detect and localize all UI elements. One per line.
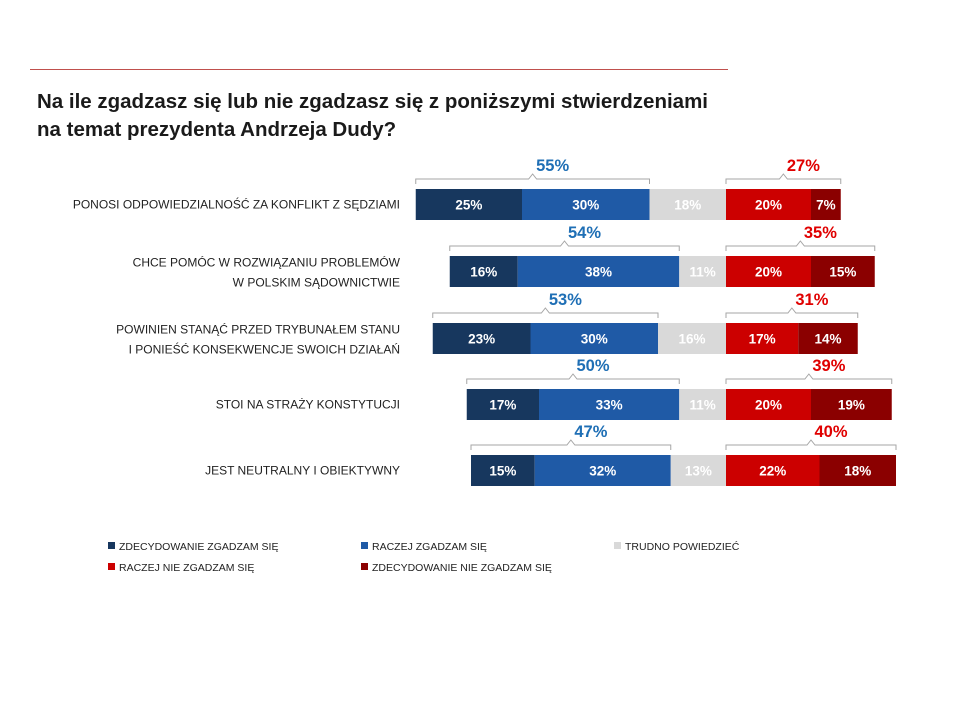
data-label: 17% xyxy=(749,332,776,347)
data-label: 20% xyxy=(755,198,782,213)
data-label: 20% xyxy=(755,265,782,280)
agree-bracket xyxy=(470,439,672,450)
bar-segment-strong_disagree xyxy=(798,323,858,354)
disagree-total-label: 39% xyxy=(812,357,845,375)
disagree-total-label: 35% xyxy=(804,224,837,242)
data-label: 16% xyxy=(678,332,705,347)
disagree-bracket xyxy=(725,307,859,318)
bar-segment-strong_disagree xyxy=(819,455,896,486)
data-label: 32% xyxy=(589,464,616,479)
data-label: 15% xyxy=(489,464,516,479)
disagree-total-label: 27% xyxy=(787,157,820,175)
bar-segment-disagree xyxy=(726,323,799,354)
bar-segment-disagree xyxy=(726,389,811,420)
bar-segment-agree xyxy=(522,189,650,220)
data-label: 30% xyxy=(572,198,599,213)
disagree-bracket xyxy=(725,240,876,251)
data-label: 22% xyxy=(759,464,786,479)
data-label: 14% xyxy=(814,332,841,347)
agree-bracket xyxy=(466,373,680,384)
agree-total-label: 53% xyxy=(549,291,582,309)
data-label: 7% xyxy=(816,198,836,213)
bar-segment-strong_disagree xyxy=(811,389,892,420)
data-label: 11% xyxy=(689,398,715,413)
category-label: STOI NA STRAŻY KONSTYTUCJI xyxy=(216,398,400,412)
category-label: POWINIEN STANĄĆ PRZED TRYBUNAŁEM STANU xyxy=(116,322,400,337)
data-label: 19% xyxy=(838,398,865,413)
agree-bracket xyxy=(449,240,680,251)
agree-total-label: 54% xyxy=(568,224,601,242)
data-label: 18% xyxy=(844,464,871,479)
category-label: W POLSKIM SĄDOWNICTWIE xyxy=(233,276,400,290)
disagree-total-label: 40% xyxy=(814,423,847,441)
bar-segment-strong_agree xyxy=(449,256,518,287)
category-label: I PONIEŚĆ KONSEKWENCJE SWOICH DZIAŁAŃ xyxy=(129,342,400,357)
bar-segment-agree xyxy=(530,323,658,354)
disagree-bracket xyxy=(725,439,897,450)
data-label: 20% xyxy=(755,398,782,413)
agree-bracket xyxy=(432,307,659,318)
bar-segment-strong_agree xyxy=(471,455,535,486)
bar-segment-agree xyxy=(539,389,680,420)
agree-total-label: 47% xyxy=(574,423,607,441)
bar-segment-disagree xyxy=(726,256,811,287)
disagree-total-label: 31% xyxy=(795,291,828,309)
agree-total-label: 55% xyxy=(536,157,569,175)
disagree-bracket xyxy=(725,173,842,184)
bar-segment-strong_disagree xyxy=(811,256,875,287)
data-label: 11% xyxy=(689,265,715,280)
data-label: 33% xyxy=(596,398,623,413)
bar-segment-strong_agree xyxy=(415,189,522,220)
bar-segment-unsure xyxy=(649,189,726,220)
agree-total-label: 50% xyxy=(576,357,609,375)
data-label: 17% xyxy=(489,398,516,413)
bar-segment-disagree xyxy=(726,455,820,486)
agree-bracket xyxy=(415,173,650,184)
bar-segment-agree xyxy=(534,455,671,486)
bar-segment-unsure xyxy=(658,323,726,354)
category-label: PONOSI ODPOWIEDZIALNOŚĆ ZA KONFLIKT Z SĘ… xyxy=(73,197,400,212)
data-label: 38% xyxy=(585,265,612,280)
title-rule xyxy=(30,69,728,70)
chart-title: Na ile zgadzasz się lub nie zgadzasz się… xyxy=(37,90,709,141)
data-label: 23% xyxy=(468,332,495,347)
data-label: 25% xyxy=(455,198,482,213)
bar-segment-strong_agree xyxy=(432,323,531,354)
category-label: CHCE POMÓC W ROZWIĄZANIU PROBLEMÓW xyxy=(133,255,401,270)
data-label: 30% xyxy=(581,332,608,347)
data-label: 13% xyxy=(685,464,712,479)
disagree-bracket xyxy=(725,373,893,384)
category-label: JEST NEUTRALNY I OBIEKTYWNY xyxy=(205,464,400,478)
bar-segment-strong_disagree xyxy=(811,189,841,220)
bar-segment-agree xyxy=(517,256,680,287)
bar-segment-unsure xyxy=(679,256,726,287)
bar-segment-strong_agree xyxy=(466,389,539,420)
bar-segment-unsure xyxy=(679,389,726,420)
data-label: 18% xyxy=(674,198,701,213)
data-label: 16% xyxy=(470,265,497,280)
data-label: 15% xyxy=(829,265,856,280)
bar-segment-unsure xyxy=(670,455,726,486)
bar-segment-disagree xyxy=(726,189,811,220)
